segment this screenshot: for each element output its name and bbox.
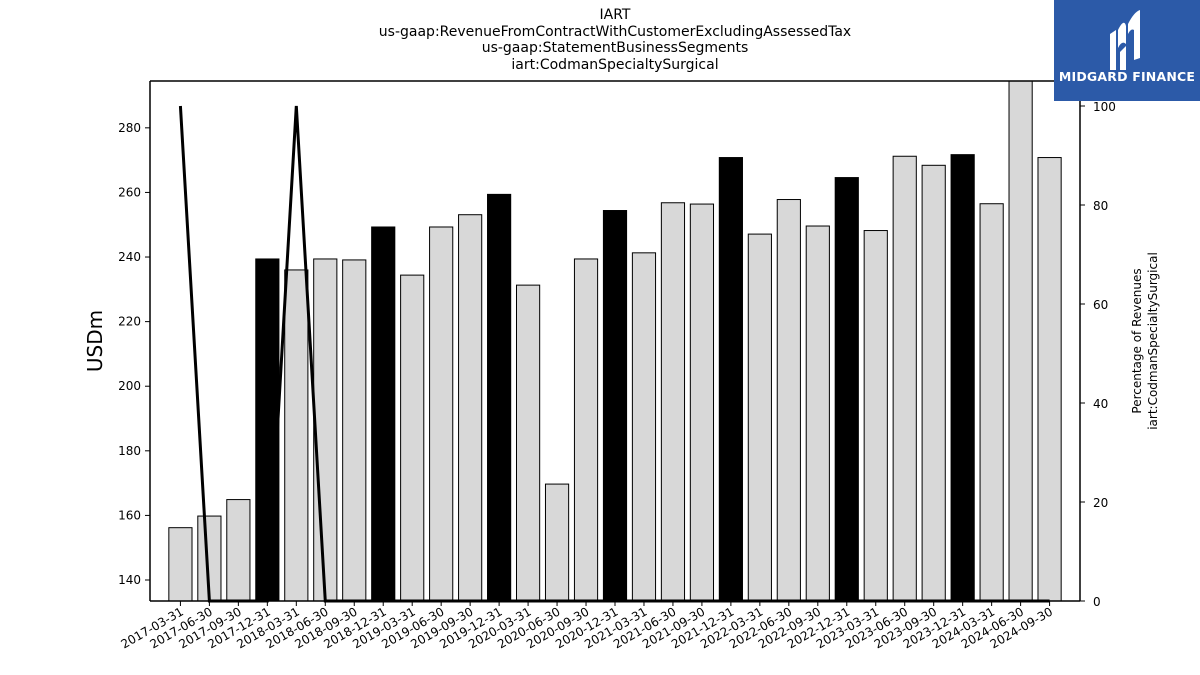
y-tick-label: 160	[118, 508, 141, 522]
bar	[342, 259, 367, 602]
bar	[805, 225, 830, 602]
midgard-logo-icon	[1110, 10, 1140, 70]
y2-tick-label: 40	[1093, 397, 1108, 411]
y-tick-label: 200	[118, 379, 141, 393]
bar	[313, 258, 338, 602]
y2-tick-label: 60	[1093, 298, 1108, 312]
bars-group	[168, 80, 1062, 602]
bar	[284, 269, 309, 602]
bar	[544, 483, 570, 602]
bar	[429, 226, 454, 602]
y2-tick-label: 100	[1093, 100, 1116, 114]
y2-axis-label-line1: Percentage of Revenues	[1130, 268, 1144, 413]
title-axis: us-gaap:StatementBusinessSegments	[481, 40, 749, 56]
bar	[371, 226, 396, 602]
y2-axis-label-line2: iart:CodmanSpecialtySurgical	[1146, 252, 1160, 430]
y-tick-label: 240	[118, 250, 141, 264]
bar	[602, 210, 628, 602]
bar	[631, 252, 657, 602]
bar	[747, 233, 772, 602]
bar	[487, 193, 512, 602]
y-axis-label: USDm	[83, 310, 107, 372]
y2-tick-label: 0	[1093, 595, 1101, 609]
bar	[1037, 157, 1062, 602]
bar	[255, 258, 280, 602]
title-ticker: IART	[599, 7, 631, 23]
y2-tick-label: 20	[1093, 496, 1108, 510]
midgard-logo: MIDGARD FINANCE	[1054, 0, 1200, 101]
y-tick-label: 180	[118, 444, 141, 458]
bar	[718, 157, 743, 602]
bar	[516, 284, 541, 602]
bar	[950, 154, 975, 602]
bar	[660, 202, 686, 602]
bar	[573, 258, 599, 602]
y-tick-label: 140	[118, 573, 141, 587]
bar	[776, 199, 801, 602]
bar	[400, 274, 425, 602]
y-tick-label: 280	[118, 121, 141, 135]
y-tick-label: 260	[118, 185, 141, 199]
bar	[834, 177, 859, 602]
x-ticks-group: 2017-03-312017-06-302017-09-302017-12-31…	[119, 601, 1055, 651]
bar	[892, 155, 917, 602]
bar	[979, 203, 1004, 602]
title-concept: us-gaap:RevenueFromContractWithCustomerE…	[378, 23, 852, 40]
y2-tick-label: 80	[1093, 199, 1108, 213]
chart-title: IART us-gaap:RevenueFromContractWithCust…	[0, 7, 1200, 73]
bar	[168, 527, 193, 602]
y-tick-label: 220	[118, 315, 141, 329]
bar	[1008, 80, 1033, 602]
bar	[458, 214, 483, 602]
logo-text: MIDGARD FINANCE	[1058, 69, 1196, 84]
bar	[921, 164, 946, 602]
bar	[689, 203, 715, 602]
y2-ticks-group: 0 20 40 60 80 100	[1080, 100, 1116, 609]
title-member: iart:CodmanSpecialtySurgical	[511, 56, 719, 73]
bar	[226, 499, 251, 602]
y-ticks-group: 140 160 180 200 220 240 260 280	[118, 121, 150, 587]
bar	[863, 230, 888, 602]
